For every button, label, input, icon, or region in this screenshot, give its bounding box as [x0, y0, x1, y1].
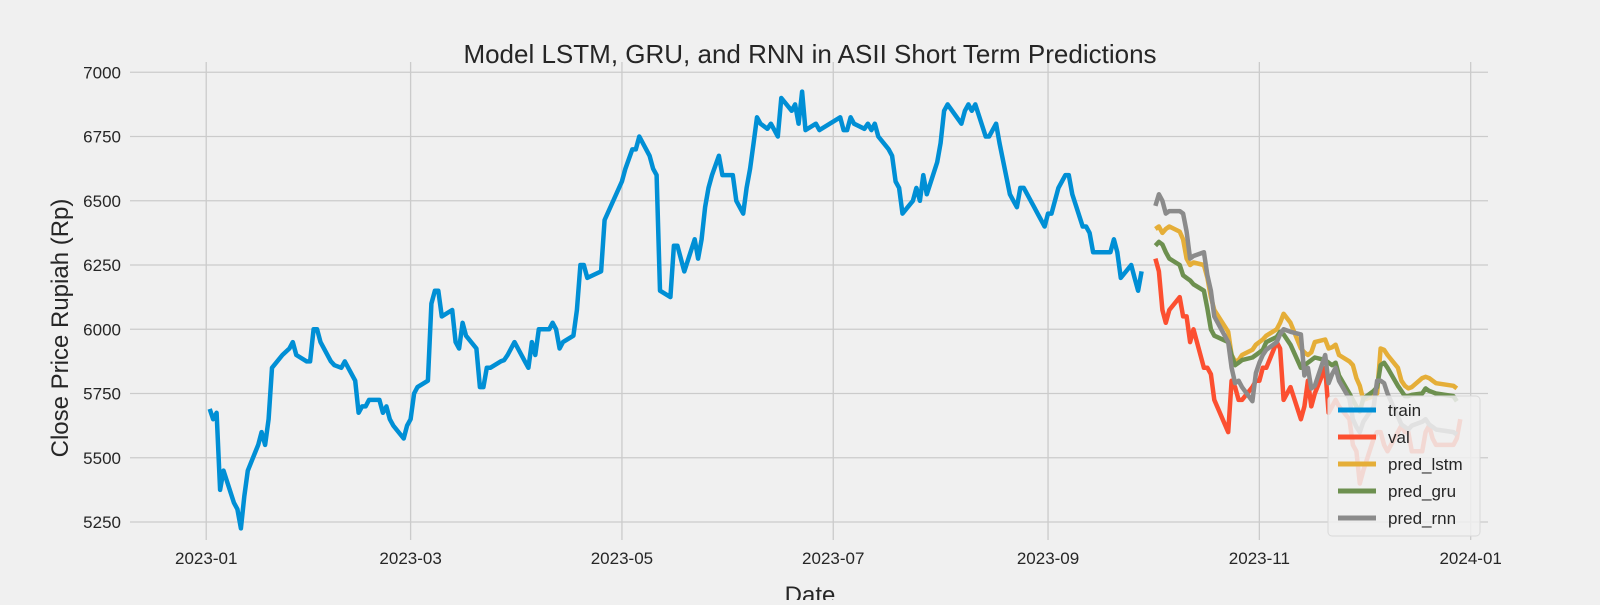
legend-entry-pred-rnn: pred_rnn — [1338, 509, 1456, 528]
x-tick-label: 2024-01 — [1439, 549, 1501, 568]
legend-entry-train: train — [1338, 401, 1421, 420]
series-lines — [207, 89, 1463, 531]
legend: train val pred_lstm pred_gru pred_rnn — [1327, 395, 1481, 537]
series-line-pred-gru — [1153, 239, 1459, 414]
legend-label: pred_rnn — [1388, 509, 1456, 528]
legend-entry-pred-lstm: pred_lstm — [1338, 455, 1463, 474]
x-tick-label: 2023-07 — [802, 549, 864, 568]
grid — [130, 62, 1488, 540]
y-tick-label: 7000 — [83, 63, 121, 82]
chart-title: Model LSTM, GRU, and RNN in ASII Short T… — [463, 39, 1156, 69]
series-line-train — [207, 89, 1144, 531]
legend-label: pred_gru — [1388, 482, 1456, 501]
legend-entry-pred-gru: pred_gru — [1338, 482, 1456, 501]
x-axis-title: Date — [785, 582, 836, 600]
x-tick-label: 2023-03 — [379, 549, 441, 568]
legend-label: train — [1388, 401, 1421, 420]
y-tick-label: 6500 — [83, 192, 121, 211]
y-tick-label: 5250 — [83, 513, 121, 532]
y-axis-title: Close Price Rupiah (Rp) — [47, 199, 74, 458]
y-tick-label: 6000 — [83, 320, 121, 339]
y-axis: 5250 5500 5750 6000 6250 6500 6750 7000 — [83, 63, 121, 532]
legend-label: pred_lstm — [1388, 455, 1463, 474]
legend-box — [1327, 395, 1481, 537]
series-line-pred-lstm — [1154, 224, 1459, 403]
x-tick-label: 2023-01 — [175, 549, 237, 568]
x-tick-label: 2023-09 — [1017, 549, 1079, 568]
x-tick-label: 2023-05 — [591, 549, 653, 568]
y-tick-label: 5750 — [83, 385, 121, 404]
y-tick-label: 6250 — [83, 256, 121, 275]
x-tick-label: 2023-11 — [1229, 549, 1290, 568]
y-tick-label: 5500 — [83, 449, 121, 468]
legend-label: val — [1388, 428, 1410, 447]
legend-entry-val: val — [1338, 428, 1410, 447]
x-axis: 2023-01 2023-03 2023-05 2023-07 2023-09 2023-… — [175, 549, 1502, 568]
y-tick-label: 6750 — [83, 128, 121, 147]
